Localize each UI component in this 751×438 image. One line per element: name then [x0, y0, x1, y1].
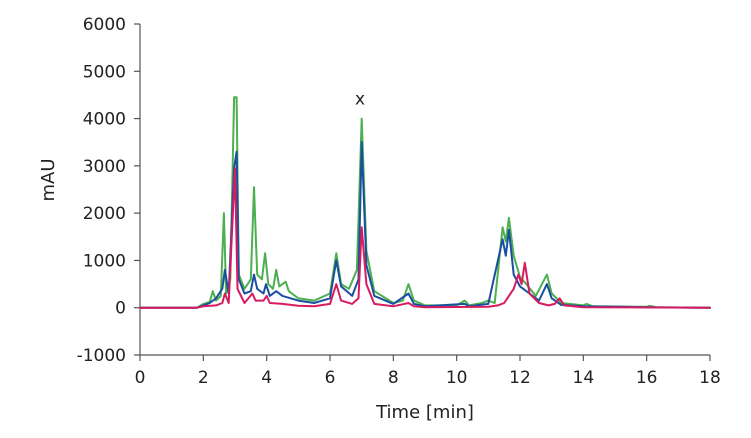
series-line-1	[139, 96, 711, 309]
series-group	[139, 96, 711, 309]
y-tick-label: -1000	[77, 346, 126, 366]
y-tick-label: 4000	[83, 110, 126, 130]
peak-annotation-label: x	[355, 89, 365, 109]
x-tick-label: 6	[325, 368, 336, 388]
x-tick-label: 12	[509, 368, 531, 388]
x-tick-label: 8	[388, 368, 399, 388]
y-tick-label: 6000	[83, 15, 126, 35]
series-line-2	[139, 141, 711, 309]
x-tick-label: 0	[135, 368, 146, 388]
y-tick-label: 3000	[83, 157, 126, 177]
series-line-3	[139, 167, 711, 309]
axes: -1000 0 1000 2000 3000 4000 5000 6000 0 2 4 6 8 10 12 1…	[77, 15, 721, 388]
annotations: x	[355, 89, 365, 109]
x-tick-label: 2	[198, 368, 209, 388]
x-axis-title: Time [min]	[375, 402, 474, 423]
x-tick-label: 14	[573, 368, 595, 388]
y-tick-label: 1000	[83, 251, 126, 271]
x-tick-label: 18	[699, 368, 721, 388]
y-tick-label: 5000	[83, 62, 126, 82]
x-tick-label: 16	[636, 368, 658, 388]
x-tick-label: 10	[446, 368, 468, 388]
y-tick-label: 2000	[83, 204, 126, 224]
x-tick-label: 4	[261, 368, 272, 388]
y-axis-title: mAU	[38, 158, 59, 201]
y-tick-label: 0	[115, 299, 126, 319]
